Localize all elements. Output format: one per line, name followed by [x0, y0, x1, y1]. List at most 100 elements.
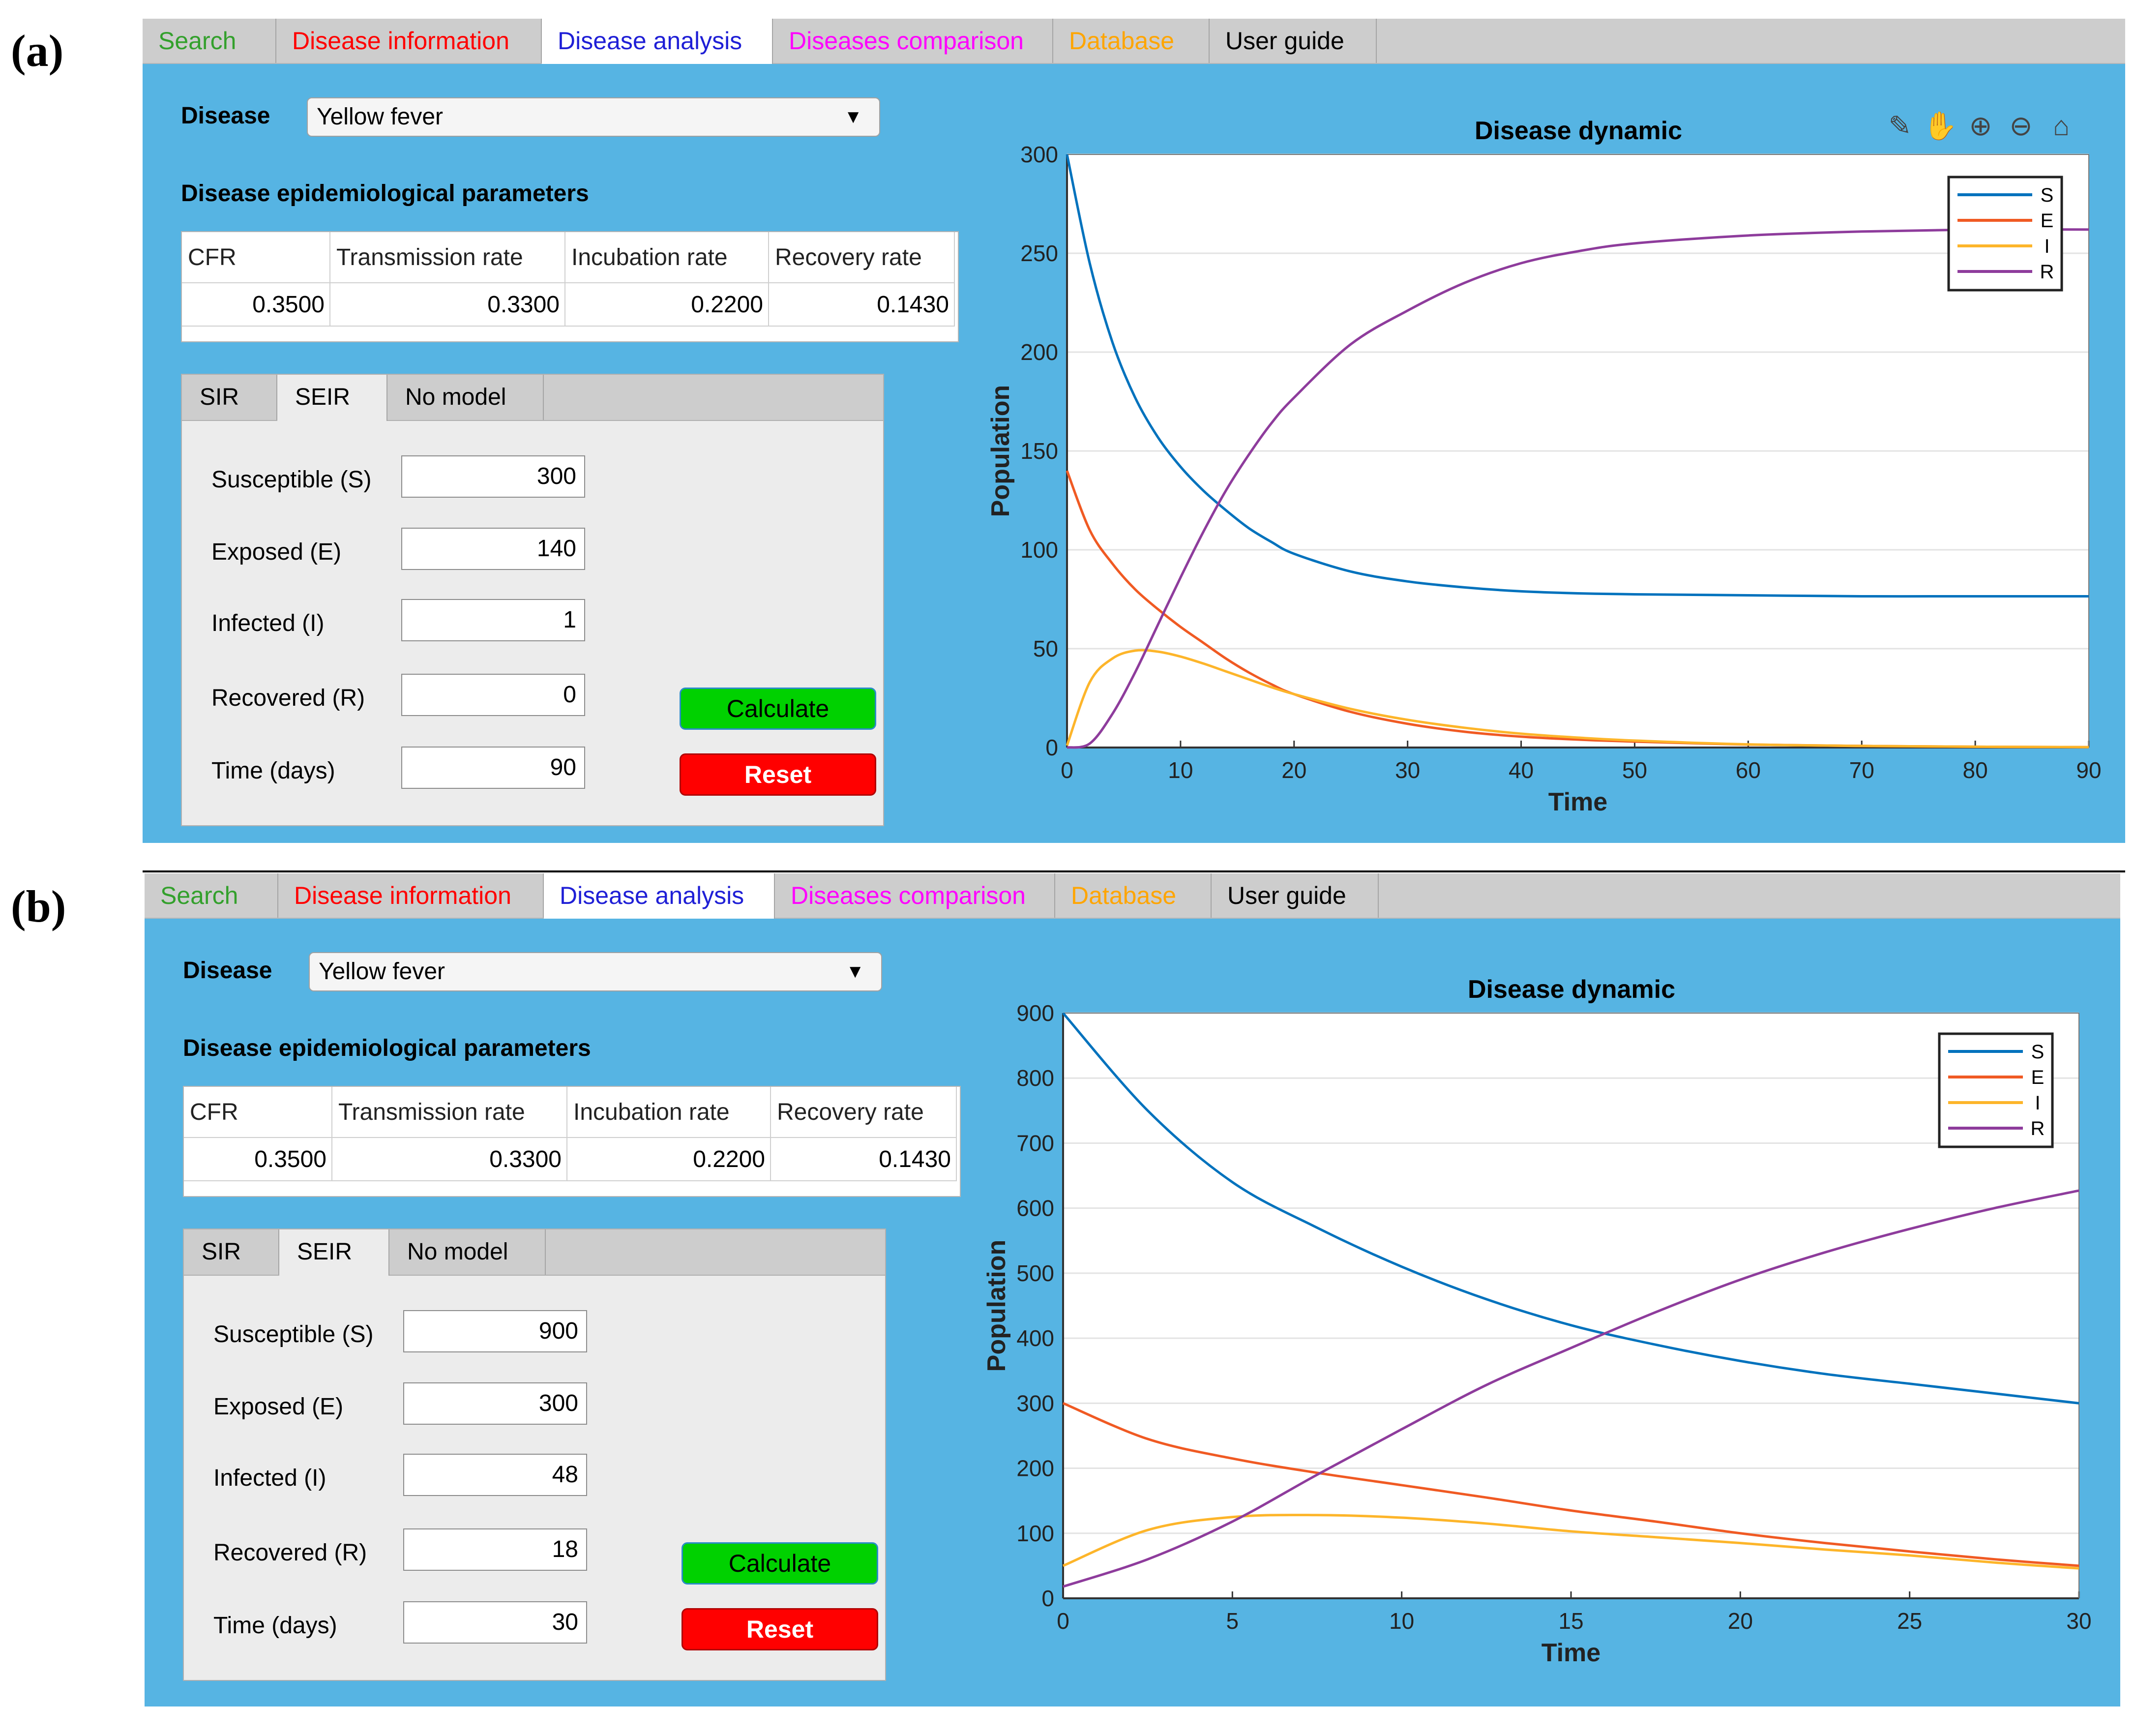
field-input[interactable]: 18: [403, 1528, 587, 1571]
calculate-button[interactable]: Calculate: [680, 688, 876, 730]
field-label: Infected (I): [213, 1465, 326, 1491]
x-tick-label: 50: [1622, 757, 1647, 783]
reset-button[interactable]: Reset: [680, 753, 876, 796]
tab-database[interactable]: Database: [1053, 19, 1210, 63]
model-tab-seir[interactable]: SEIR: [277, 375, 387, 421]
disease-dynamic-chart: 0 50 100 150 200 250 300 0 10 20 30 40 50 60 70 80 90 Tim…: [986, 142, 2102, 816]
model-tab-no-model[interactable]: No model: [389, 1229, 546, 1275]
field-input[interactable]: 1: [401, 599, 585, 641]
model-tab-seir[interactable]: SEIR: [279, 1229, 389, 1276]
param-header: Recovery rate: [771, 1087, 957, 1138]
legend-label-r: R: [2031, 1118, 2045, 1139]
model-panel: SIR SEIR No model Susceptible (S) 300 Exposed…: [181, 374, 884, 826]
tab-disease-analysis[interactable]: Disease analysis: [542, 19, 773, 64]
calculate-button[interactable]: Calculate: [682, 1542, 878, 1585]
tab-diseases-comparison[interactable]: Diseases comparison: [775, 873, 1055, 918]
field-input[interactable]: 0: [401, 674, 585, 716]
param-header: Incubation rate: [565, 232, 769, 283]
series-line-r: [1067, 228, 2089, 749]
field-input[interactable]: 300: [401, 455, 585, 498]
tab-database[interactable]: Database: [1055, 873, 1212, 918]
x-tick-label: 80: [1963, 757, 1988, 783]
y-tick-label: 100: [1016, 1521, 1054, 1546]
x-tick-label: 40: [1509, 757, 1534, 783]
field-input[interactable]: 30: [403, 1601, 587, 1644]
main-tab-bar: Search Disease information Disease analysi…: [145, 873, 2120, 919]
params-table: CFR 0.3500 Transmission rate 0.3300 Incubati…: [183, 1086, 961, 1197]
tab-disease-information[interactable]: Disease information: [278, 873, 544, 918]
series-line-e: [1063, 1402, 2079, 1567]
zoom-in-icon[interactable]: ⊕: [1969, 110, 1992, 141]
tab-disease-analysis[interactable]: Disease analysis: [544, 873, 775, 919]
pan-hand-icon[interactable]: ✋: [1923, 110, 1957, 141]
param-value: 0.3500: [182, 283, 330, 327]
param-value: 0.3500: [184, 1138, 332, 1181]
series-line-s: [1062, 1012, 2079, 1405]
field-input[interactable]: 140: [401, 528, 585, 570]
chart-title: Disease dynamic: [1475, 117, 1683, 145]
x-tick-label: 90: [2076, 757, 2101, 783]
model-tab-sir[interactable]: SIR: [184, 1229, 279, 1275]
y-tick-label: 100: [1020, 537, 1058, 563]
x-tick-label: 20: [1281, 757, 1306, 783]
y-axis-title: Population: [986, 385, 1015, 517]
model-tab-sir[interactable]: SIR: [182, 375, 277, 420]
zoom-out-icon[interactable]: ⊖: [2009, 110, 2033, 141]
plot-area: [1063, 1013, 2079, 1598]
field-label: Susceptible (S): [211, 467, 372, 493]
field-input[interactable]: 900: [403, 1310, 587, 1352]
legend-label-r: R: [2040, 261, 2054, 283]
legend-label-e: E: [2041, 210, 2054, 232]
field-input[interactable]: 300: [403, 1382, 587, 1425]
param-value: 0.1430: [769, 283, 955, 327]
param-header: CFR: [184, 1087, 332, 1138]
model-tab-bar: SIR SEIR No model: [182, 375, 883, 421]
param-value: 0.2200: [567, 1138, 771, 1181]
y-axis-title: Population: [982, 1240, 1011, 1372]
series-line-i: [1066, 649, 2089, 748]
panel-b-top-border: [143, 870, 2125, 872]
param-header: Transmission rate: [332, 1087, 567, 1138]
field-label: Time (days): [211, 758, 335, 784]
y-tick-label: 900: [1016, 1000, 1054, 1026]
y-tick-label: 150: [1020, 438, 1058, 464]
x-axis-title: Time: [1548, 788, 1607, 816]
disease-dropdown-value: Yellow fever: [317, 104, 444, 130]
field-input[interactable]: 90: [401, 747, 585, 789]
field-label: Recovered (R): [213, 1540, 367, 1566]
tab-user-guide[interactable]: User guide: [1210, 19, 1377, 63]
tab-disease-information[interactable]: Disease information: [276, 19, 542, 63]
field-label: Time (days): [213, 1613, 337, 1639]
disease-dropdown[interactable]: Yellow fever ▼: [309, 952, 882, 991]
brush-icon[interactable]: ✎: [1888, 110, 1912, 141]
param-value: 0.1430: [771, 1138, 957, 1181]
y-tick-label: 500: [1016, 1260, 1054, 1286]
disease-label: Disease: [181, 103, 270, 129]
series-line-i: [1063, 1514, 2079, 1570]
chart-title: Disease dynamic: [1468, 975, 1676, 1004]
y-tick-label: 0: [1045, 735, 1058, 760]
model-tab-no-model[interactable]: No model: [387, 375, 544, 420]
y-tick-label: 200: [1020, 339, 1058, 365]
field-input[interactable]: 48: [403, 1454, 587, 1496]
panel-b-label: (b): [11, 881, 66, 931]
field-label: Recovered (R): [211, 685, 365, 711]
x-tick-label: 30: [1395, 757, 1420, 783]
param-value: 0.2200: [565, 283, 769, 327]
disease-dropdown[interactable]: Yellow fever ▼: [307, 97, 880, 137]
tab-diseases-comparison[interactable]: Diseases comparison: [773, 19, 1053, 63]
tab-user-guide[interactable]: User guide: [1212, 873, 1379, 918]
chart-legend: SEIR: [1947, 176, 2063, 292]
x-tick-label: 5: [1226, 1608, 1239, 1634]
home-icon[interactable]: ⌂: [2053, 110, 2070, 141]
tab-search[interactable]: Search: [145, 873, 278, 918]
legend-label-s: S: [2031, 1041, 2045, 1063]
x-tick-label: 0: [1061, 757, 1073, 783]
y-tick-label: 300: [1016, 1390, 1054, 1416]
plot-toolbar: ✎ ✋ ⊕ ⊖ ⌂: [1882, 110, 2079, 142]
tab-search[interactable]: Search: [143, 19, 276, 63]
reset-button[interactable]: Reset: [682, 1608, 878, 1650]
y-tick-label: 250: [1020, 240, 1058, 266]
model-panel: SIR SEIR No model Susceptible (S) 900 Exposed…: [183, 1228, 886, 1681]
disease-dropdown-value: Yellow fever: [319, 958, 445, 985]
